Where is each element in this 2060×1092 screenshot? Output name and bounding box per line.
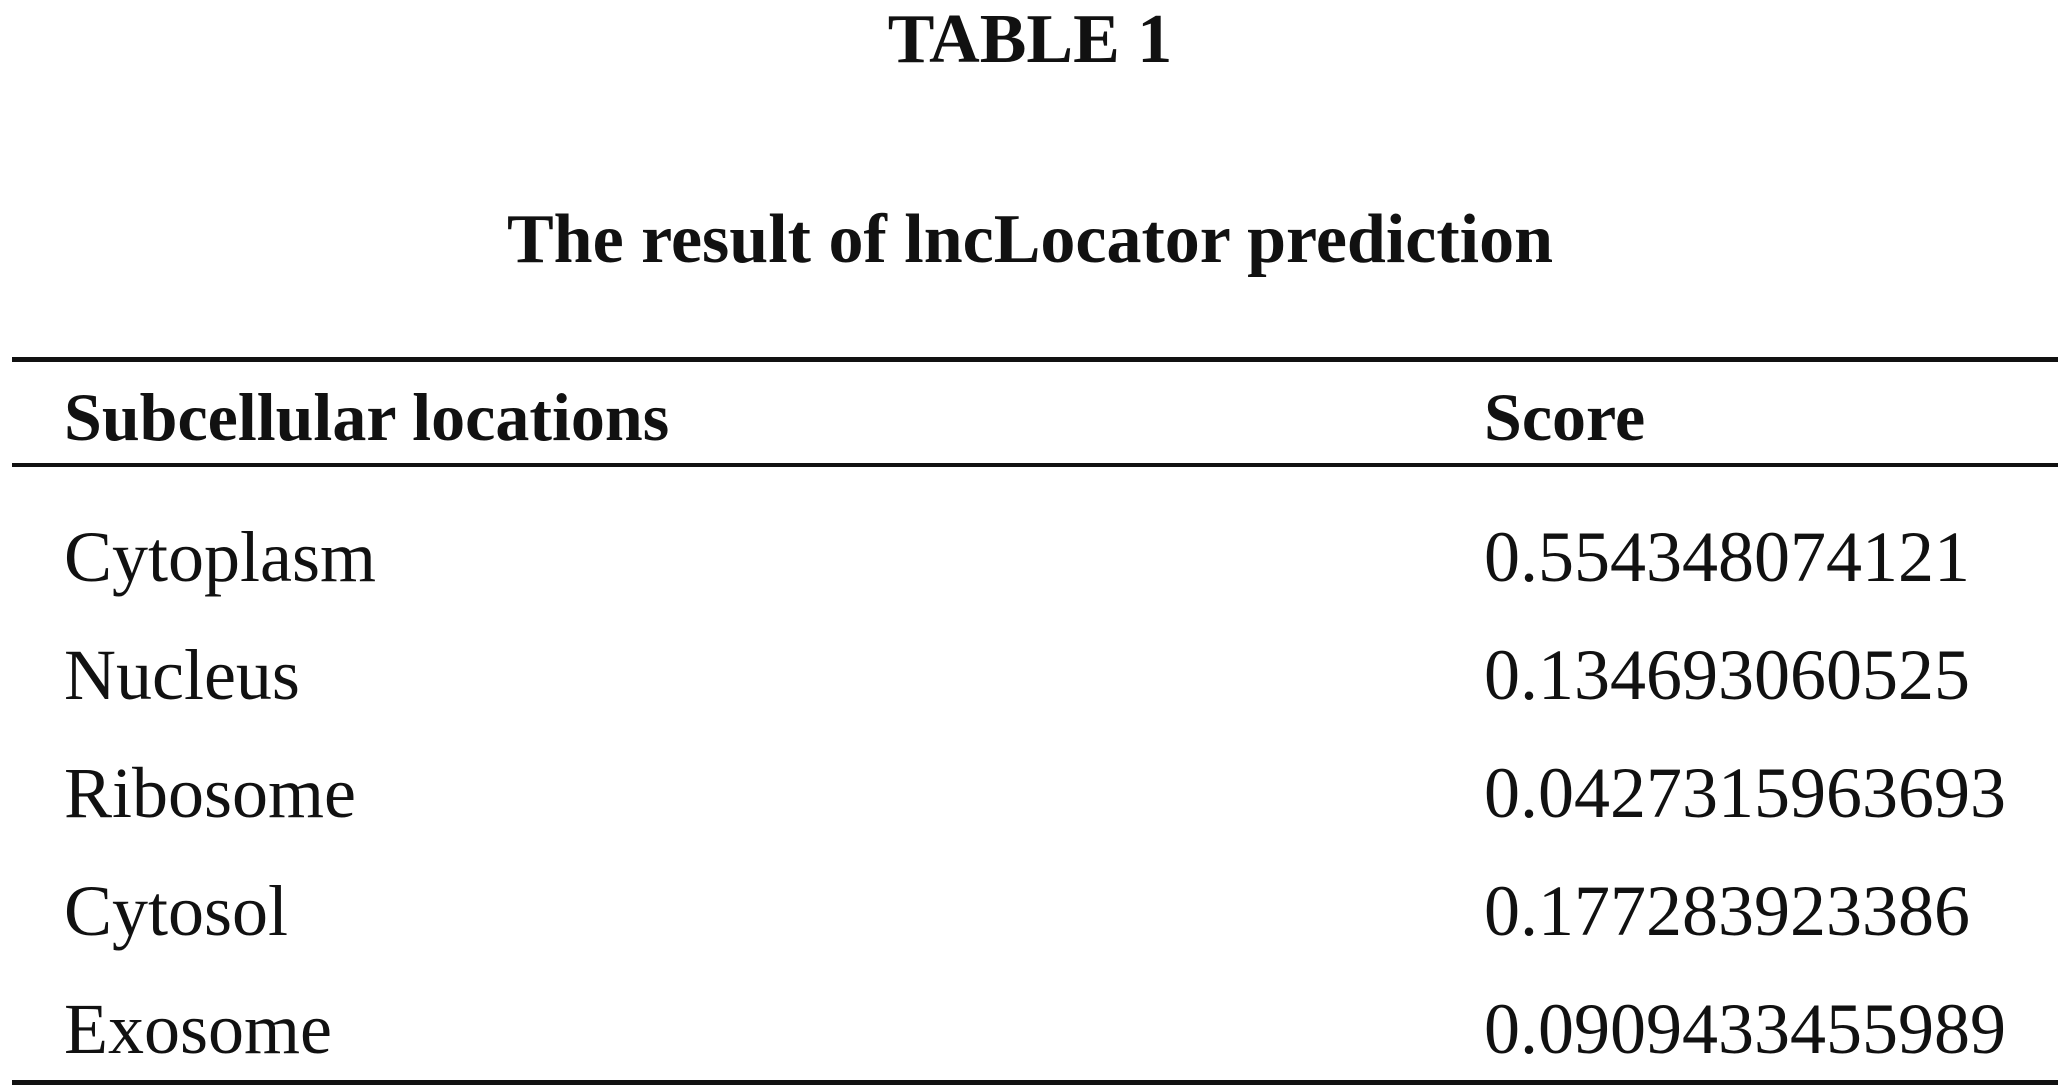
location-cell: Exosome [64, 989, 332, 1069]
header-score: Score [1484, 379, 1646, 455]
table-row: Ribosome 0.0427315963693 [0, 748, 2060, 838]
table-row: Exosome 0.0909433455989 [0, 984, 2060, 1074]
table-caption: The result of lncLocator prediction [506, 201, 1554, 278]
location-cell: Ribosome [64, 753, 357, 833]
score-cell: 0.0427315963693 [1484, 753, 2006, 833]
location-cell: Nucleus [64, 635, 300, 715]
score-cell: 0.0909433455989 [1484, 989, 2006, 1069]
table-row: Cytoplasm 0.554348074121 [0, 512, 2060, 602]
score-cell: 0.554348074121 [1484, 517, 1970, 597]
top-rule [12, 357, 2058, 362]
score-cell: 0.134693060525 [1484, 635, 1970, 715]
table-row: Nucleus 0.134693060525 [0, 630, 2060, 720]
location-cell: Cytosol [64, 871, 289, 951]
location-cell: Cytoplasm [64, 517, 377, 597]
table-row: Cytosol 0.177283923386 [0, 866, 2060, 956]
bottom-rule [12, 1080, 2058, 1085]
score-cell: 0.177283923386 [1484, 871, 1970, 951]
header-subcellular-locations: Subcellular locations [64, 379, 670, 455]
header-rule [12, 463, 2058, 467]
header-row: Subcellular locations Score [0, 372, 2060, 462]
table-label: TABLE 1 [887, 1, 1173, 78]
